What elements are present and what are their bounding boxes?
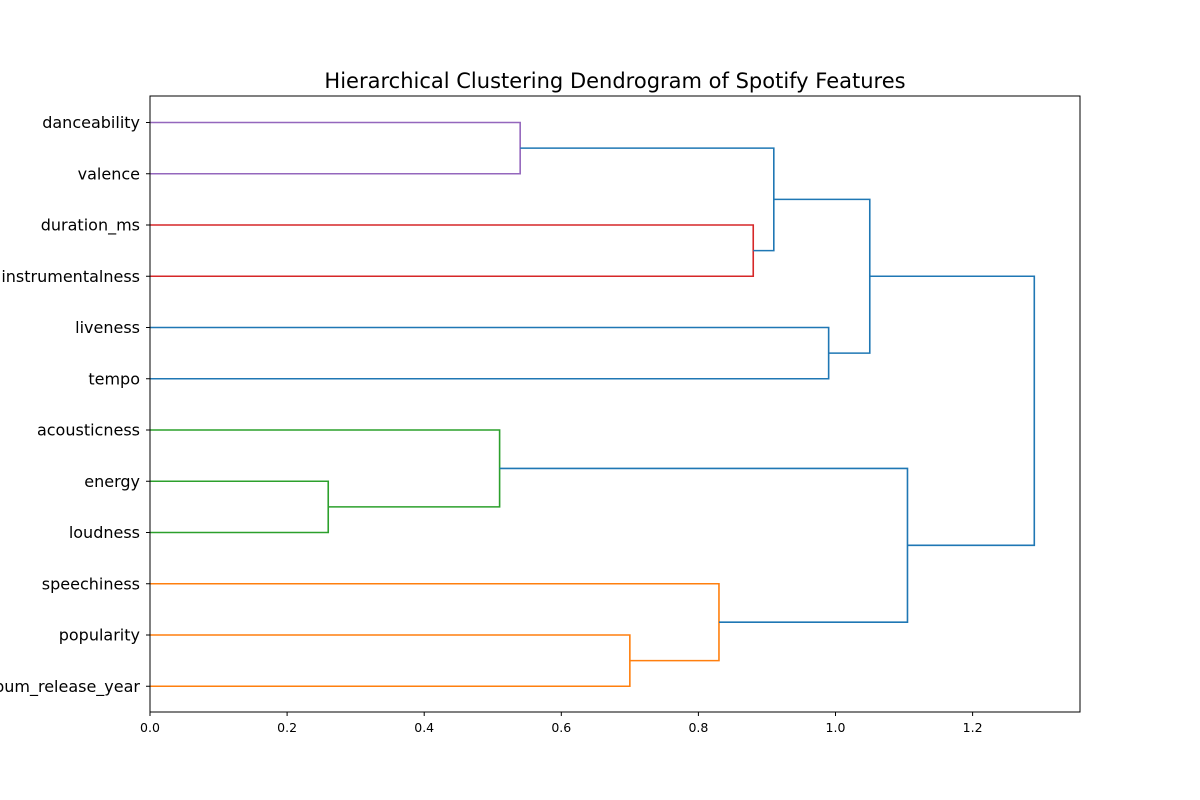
x-tick-label: 0.2: [277, 720, 297, 735]
x-tick-label: 0.6: [551, 720, 571, 735]
dendrogram-link: [869, 275, 1036, 547]
y-tick-label: speechiness: [42, 574, 140, 593]
x-tick-label: 1.2: [963, 720, 983, 735]
y-tick-label: danceability: [42, 113, 140, 132]
chart-title: Hierarchical Clustering Dendrogram of Sp…: [324, 69, 905, 93]
y-tick-label: acousticness: [37, 421, 140, 440]
dendrogram-links: [150, 121, 1036, 688]
y-tick-label: duration_ms: [41, 216, 140, 236]
x-tick-label: 0.4: [414, 720, 434, 735]
y-axis-ticks: danceability valence duration_ms instrument…: [0, 113, 150, 697]
dendrogram-link: [499, 467, 909, 623]
x-tick-label: 0.8: [688, 720, 708, 735]
y-tick-label: popularity: [59, 626, 140, 645]
x-tick-label: 0.0: [140, 720, 160, 735]
y-tick-label: tempo: [88, 369, 140, 388]
x-axis-ticks: 0.0 0.2 0.4 0.6 0.8 1.0 1.2: [140, 712, 983, 735]
y-tick-label: liveness: [75, 318, 140, 337]
x-tick-label: 1.0: [826, 720, 846, 735]
y-tick-label: album_release_year: [0, 677, 140, 697]
plot-frame: [149, 95, 1081, 713]
y-tick-label: instrumentalness: [1, 267, 140, 286]
y-tick-label: valence: [78, 164, 140, 183]
y-tick-label: energy: [84, 472, 140, 491]
y-tick-label: loudness: [69, 523, 140, 542]
